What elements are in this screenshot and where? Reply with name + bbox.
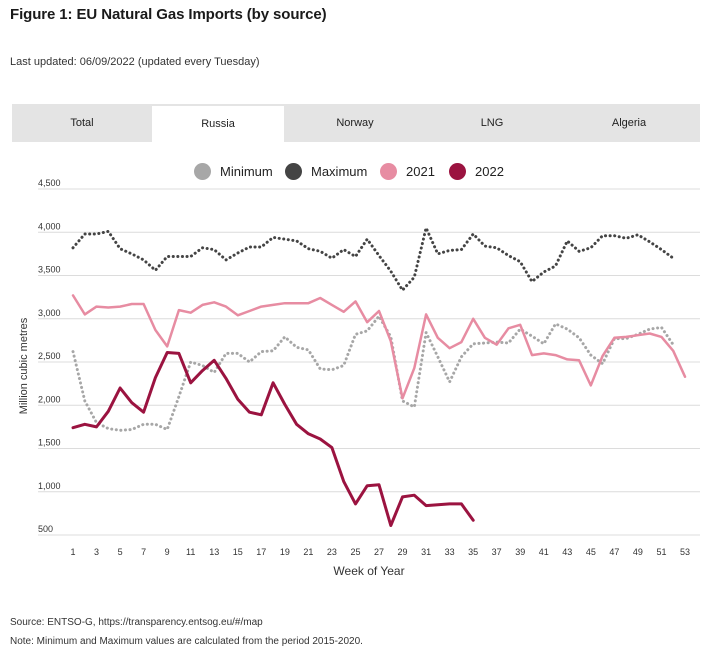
y-tick-label: 2,000: [38, 394, 61, 404]
x-tick-label: 49: [633, 547, 643, 557]
y-tick-label: 4,000: [38, 221, 61, 231]
y-tick-label: 1,500: [38, 438, 61, 448]
methodology-note: Note: Minimum and Maximum values are cal…: [10, 636, 363, 647]
x-tick-label: 11: [186, 547, 195, 557]
x-tick-label: 41: [539, 547, 549, 557]
x-tick-label: 31: [421, 547, 431, 557]
x-tick-label: 29: [398, 547, 408, 557]
x-tick-label: 15: [233, 547, 243, 557]
tab-algeria[interactable]: Algeria: [611, 117, 647, 129]
x-tick-label: 39: [515, 547, 525, 557]
y-tick-label: 1,000: [38, 481, 61, 491]
x-tick-label: 25: [350, 547, 360, 557]
x-tick-label: 51: [656, 547, 666, 557]
legend-minimum-swatch[interactable]: [194, 163, 211, 180]
x-tick-label: 17: [256, 547, 266, 557]
x-tick-label: 45: [586, 547, 596, 557]
gridlines: [38, 188, 700, 536]
x-tick-label: 1: [70, 547, 75, 557]
legend-2022-label[interactable]: 2022: [475, 164, 504, 179]
x-tick-label: 21: [303, 547, 313, 557]
y-tick-label: 4,500: [38, 178, 61, 188]
y-axis-label: Million cubic metres: [18, 317, 30, 414]
y-tick-label: 3,500: [38, 265, 61, 275]
legend-minimum-label[interactable]: Minimum: [220, 164, 273, 179]
y-axis-ticks: 500 1,000 1,500 2,000 2,500 3,000 3,500 4,000 4,…: [38, 178, 61, 534]
x-tick-label: 37: [492, 547, 502, 557]
last-updated-text: Last updated: 06/09/2022 (updated every …: [10, 56, 260, 68]
y-tick-label: 3,000: [38, 308, 61, 318]
series-lines: [71, 226, 687, 527]
chart-legend: Minimum Maximum 2021 2022: [0, 160, 718, 184]
x-tick-label: 27: [374, 547, 384, 557]
x-tick-label: 3: [94, 547, 99, 557]
x-tick-label: 47: [609, 547, 619, 557]
source-tab-bar: Total Russia Norway LNG Algeria: [12, 104, 700, 142]
x-tick-label: 33: [445, 547, 455, 557]
legend-maximum-swatch[interactable]: [285, 163, 302, 180]
tab-norway[interactable]: Norway: [336, 117, 374, 129]
figure-title: Figure 1: EU Natural Gas Imports (by sou…: [10, 6, 327, 23]
x-tick-label: 43: [562, 547, 572, 557]
legend-maximum-label[interactable]: Maximum: [311, 164, 368, 179]
x-tick-label: 7: [141, 547, 146, 557]
legend-2021-label[interactable]: 2021: [406, 164, 435, 179]
source-note: Source: ENTSO-G, https://transparency.en…: [10, 617, 263, 628]
series-minimum-line[interactable]: [71, 314, 675, 432]
x-tick-label: 23: [327, 547, 337, 557]
tab-lng[interactable]: LNG: [480, 117, 504, 129]
x-tick-label: 5: [118, 547, 123, 557]
series-2021-line[interactable]: [71, 294, 687, 400]
tab-total[interactable]: Total: [70, 117, 94, 129]
series-2022-line[interactable]: [71, 351, 475, 527]
x-axis-ticks: 1 3 5 7 9 11 13 15 17 19 21 23 25 27 29 31 33 35 37 39 41 43 4…: [70, 547, 690, 557]
x-axis-label: Week of Year: [333, 564, 404, 578]
x-tick-label: 9: [165, 547, 170, 557]
x-tick-label: 13: [209, 547, 219, 557]
y-tick-label: 2,500: [38, 351, 61, 361]
x-tick-label: 35: [468, 547, 478, 557]
legend-2021-swatch[interactable]: [380, 163, 397, 180]
legend-2022-swatch[interactable]: [449, 163, 466, 180]
x-tick-label: 19: [280, 547, 290, 557]
series-maximum-line[interactable]: [71, 226, 675, 292]
y-tick-label: 500: [38, 524, 53, 534]
tab-russia[interactable]: Russia: [152, 106, 284, 142]
x-tick-label: 53: [680, 547, 690, 557]
